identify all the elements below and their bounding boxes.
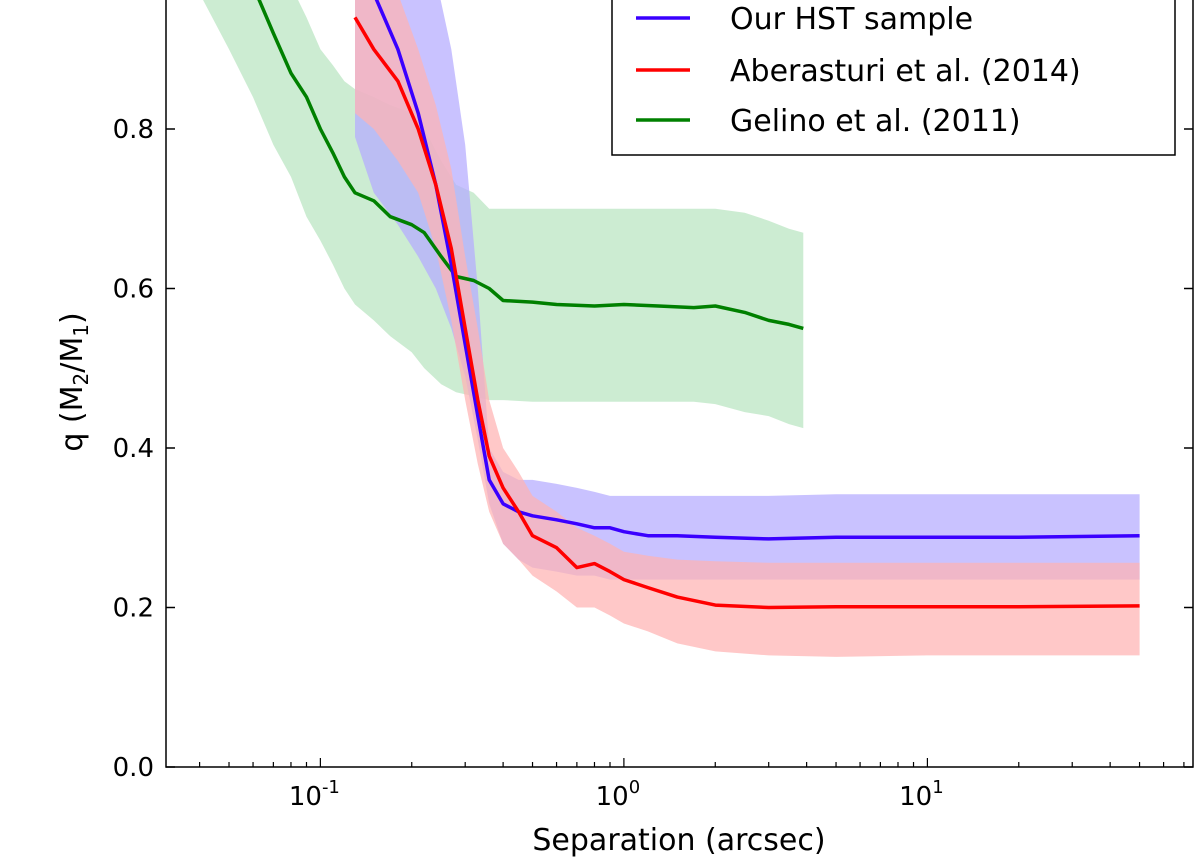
y-tick-label: 0.8	[113, 115, 154, 145]
y-tick-label: 0.4	[113, 434, 154, 464]
line-gelino	[257, 0, 804, 331]
series-lines	[257, 0, 1140, 610]
plot-frame	[165, 0, 1194, 768]
legend-label-aberasturi: Aberasturi et al. (2014)	[730, 54, 1081, 89]
y-tick-label: 0.2	[113, 594, 154, 624]
y-axis-label-suffix: )	[55, 312, 90, 324]
legend: Our HST sample Aberasturi et al. (2014) …	[611, 0, 1176, 156]
band-hst	[355, 0, 1140, 580]
band-gelino	[203, 0, 804, 429]
legend-label-hst: Our HST sample	[730, 2, 973, 37]
y-axis-label-prefix: q (M	[55, 386, 90, 452]
y-axis-label-sub2: 2	[69, 373, 93, 386]
legend-box	[611, 0, 1176, 156]
x-tick-label: 100	[596, 777, 641, 812]
x-axis: 10-1 100 101	[198, 758, 1185, 812]
line-aberasturi	[353, 16, 1140, 610]
legend-label-gelino: Gelino et al. (2011)	[730, 104, 1021, 139]
band-aberasturi	[355, 0, 1140, 657]
x-tick-label: 10-1	[289, 777, 340, 812]
confidence-bands	[203, 0, 1140, 657]
y-axis: 0.0 0.2 0.4 0.6 0.8	[113, 115, 1193, 783]
y-tick-label: 0.0	[113, 753, 154, 783]
y-axis-label-sub1: 1	[69, 324, 93, 337]
y-axis-label: q (M2/M1)	[55, 312, 93, 451]
y-axis-label-mid: /M	[55, 337, 90, 373]
y-tick-label: 0.6	[113, 275, 154, 305]
x-axis-label: Separation (arcsec)	[532, 823, 825, 858]
x-tick-label: 101	[899, 777, 944, 812]
